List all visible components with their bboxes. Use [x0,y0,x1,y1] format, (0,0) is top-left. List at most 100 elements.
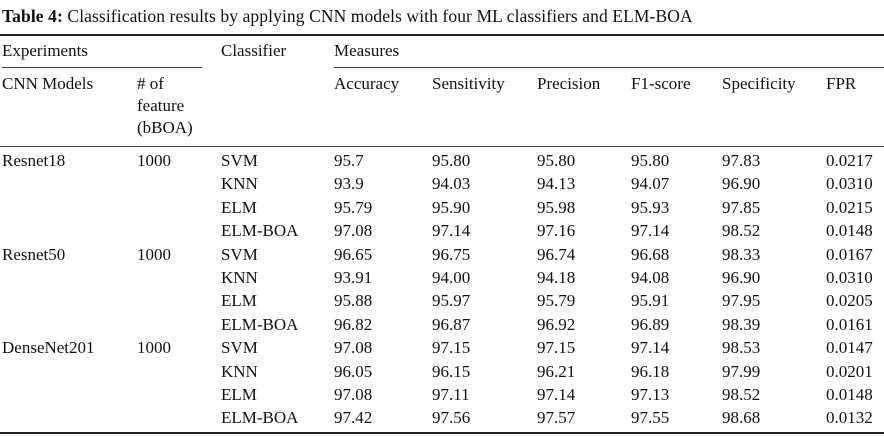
cell-value: 96.74 [537,244,576,264]
cell-value: 0.0215 [826,197,873,217]
cell-value: 96.92 [537,314,576,334]
classifier-name: KNN [221,268,258,287]
classifier-name: SVM [221,151,258,170]
cnn-model-name: DenseNet201 [2,338,95,358]
cell-value: 96.05 [334,361,373,381]
caption-label: Table 4: [2,6,63,26]
cell-value: 97.11 [432,385,470,404]
cell-value: 0.0148 [826,385,873,404]
cell-value: 94.03 [432,174,471,194]
cell-value: 0.0147 [826,338,873,358]
cell-value: 96.87 [432,314,471,334]
cell-value: 95.80 [537,151,576,170]
header-col-sensitivity: Sensitivity [432,74,505,93]
cell-value: 93.9 [334,174,364,194]
cell-value: 98.33 [722,244,761,264]
cell-value: 97.08 [334,221,373,241]
cell-value: 93.91 [334,268,373,287]
cell-value: 0.0148 [826,221,873,241]
cell-value: 97.57 [537,408,576,428]
cell-value: 94.18 [537,268,576,287]
classifier-name: ELM [221,197,257,217]
header-num-feature-line: (bBOA) [137,118,193,137]
cell-value: 97.56 [432,408,471,428]
cell-value: 97.15 [537,338,576,358]
cell-value: 95.91 [631,291,670,311]
header-col-precision: Precision [537,74,601,93]
cell-value: 95.97 [432,291,471,311]
classifier-name: ELM-BOA [221,408,299,428]
cell-value: 97.95 [722,291,761,311]
header-num-feature-line: # of [137,74,164,93]
cell-value: 96.89 [631,314,670,334]
cell-value: 98.53 [722,338,761,358]
cell-value: 98.52 [722,221,761,241]
header-experiments: Experiments [2,41,88,60]
cell-value: 95.98 [537,197,576,217]
cnn-model-name: Resnet50 [2,244,66,264]
feature-count: 1000 [137,151,171,170]
cell-value: 0.0161 [826,314,873,334]
cell-value: 0.0310 [826,268,873,287]
cell-value: 94.13 [537,174,576,194]
cnn-model-name: Resnet18 [2,151,66,170]
classifier-name: ELM [221,291,257,311]
cell-value: 96.21 [537,361,576,381]
cell-value: 95.93 [631,197,670,217]
header-num-feature: # of feature (bBOA) [137,73,217,139]
cell-value: 0.0310 [826,174,873,194]
cell-value: 96.65 [334,244,373,264]
cell-value: 97.14 [631,221,670,241]
cell-value: 98.68 [722,408,761,428]
cell-value: 97.85 [722,197,761,217]
cell-value: 95.7 [334,151,364,170]
classifier-name: ELM [221,385,257,404]
feature-count: 1000 [137,244,171,264]
feature-count: 1000 [137,338,171,358]
header-col-accuracy: Accuracy [334,74,400,93]
cell-value: 97.13 [631,385,670,404]
cell-value: 96.15 [432,361,471,381]
table-caption: Table 4: Classification results by apply… [2,6,693,27]
cell-value: 96.82 [334,314,373,334]
cell-value: 95.90 [432,197,471,217]
cell-value: 95.80 [432,151,471,170]
cell-value: 97.83 [722,151,761,170]
cell-value: 0.0201 [826,361,873,381]
measures-underline [334,67,884,68]
caption-text: Classification results by applying CNN m… [67,6,693,26]
cell-value: 97.42 [334,408,373,428]
classifier-name: KNN [221,361,258,381]
cell-value: 94.07 [631,174,670,194]
bottom-rule [0,432,884,434]
cell-value: 97.55 [631,408,670,428]
cell-value: 0.0132 [826,408,873,428]
cell-value: 96.90 [722,174,761,194]
cell-value: 97.15 [432,338,471,358]
classifier-name: SVM [221,244,258,264]
cell-value: 97.16 [537,221,576,241]
cell-value: 95.80 [631,151,670,170]
cell-value: 96.75 [432,244,471,264]
header-num-feature-line: feature [137,96,185,115]
cell-value: 98.39 [722,314,761,334]
cell-value: 94.08 [631,268,670,287]
cell-value: 97.14 [631,338,670,358]
cell-value: 97.08 [334,338,373,358]
header-cnn-models: CNN Models [2,74,94,93]
cell-value: 95.79 [334,197,373,217]
cell-value: 95.88 [334,291,373,311]
classifier-name: ELM-BOA [221,314,299,334]
top-rule [0,34,884,36]
cell-value: 97.14 [537,385,576,404]
header-col-specificity: Specificity [722,74,796,93]
cell-value: 96.90 [722,268,761,287]
header-classifier: Classifier [221,41,287,60]
header-col-fpr: FPR [826,74,857,93]
cell-value: 0.0205 [826,291,873,311]
header-measures: Measures [334,41,400,60]
cell-value: 97.99 [722,361,761,381]
classifier-name: ELM-BOA [221,221,299,241]
cell-value: 0.0167 [826,244,873,264]
cell-value: 97.14 [432,221,471,241]
